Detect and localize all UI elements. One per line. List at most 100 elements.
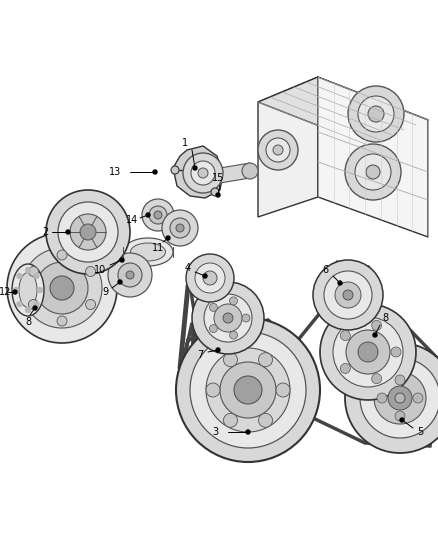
Ellipse shape [12, 264, 44, 316]
Circle shape [34, 273, 39, 278]
Text: 11: 11 [152, 243, 164, 253]
Circle shape [70, 214, 106, 250]
Circle shape [395, 375, 405, 385]
Ellipse shape [123, 238, 173, 266]
Circle shape [22, 248, 102, 328]
Circle shape [7, 233, 117, 343]
Circle shape [120, 258, 124, 262]
Circle shape [374, 372, 426, 424]
Circle shape [50, 276, 74, 300]
Circle shape [146, 213, 150, 217]
Circle shape [211, 188, 219, 196]
Circle shape [25, 268, 31, 272]
Circle shape [66, 230, 70, 234]
Circle shape [368, 106, 384, 122]
Circle shape [154, 211, 162, 219]
Circle shape [193, 166, 197, 170]
Circle shape [108, 253, 152, 297]
Circle shape [126, 271, 134, 279]
Circle shape [57, 316, 67, 326]
Circle shape [214, 304, 242, 332]
Circle shape [118, 280, 122, 284]
Circle shape [242, 163, 258, 179]
Circle shape [246, 430, 250, 434]
Circle shape [395, 393, 405, 403]
Circle shape [216, 348, 220, 352]
Circle shape [333, 317, 403, 387]
Circle shape [258, 353, 272, 367]
Circle shape [223, 413, 237, 427]
Circle shape [25, 308, 31, 312]
Ellipse shape [19, 272, 37, 308]
Circle shape [206, 348, 290, 432]
Text: 15: 15 [212, 173, 224, 183]
Circle shape [340, 364, 350, 374]
Text: 4: 4 [185, 263, 191, 273]
Circle shape [388, 386, 412, 410]
Circle shape [395, 411, 405, 421]
Circle shape [366, 165, 380, 179]
Circle shape [17, 302, 22, 306]
Circle shape [28, 300, 39, 310]
Circle shape [230, 331, 237, 339]
Circle shape [391, 347, 401, 357]
Circle shape [142, 199, 174, 231]
Circle shape [80, 224, 96, 240]
Circle shape [348, 86, 404, 142]
Circle shape [46, 190, 130, 274]
Circle shape [85, 300, 95, 310]
Text: 6: 6 [322, 265, 328, 275]
Circle shape [183, 153, 223, 193]
Circle shape [209, 325, 217, 333]
Polygon shape [258, 77, 428, 145]
Circle shape [176, 318, 320, 462]
Circle shape [36, 262, 88, 314]
Circle shape [223, 353, 237, 367]
Circle shape [372, 320, 381, 330]
Text: 12: 12 [0, 287, 11, 297]
Circle shape [204, 294, 252, 342]
Circle shape [230, 297, 237, 305]
Circle shape [358, 342, 378, 362]
Circle shape [14, 287, 18, 293]
Circle shape [276, 383, 290, 397]
Circle shape [345, 343, 438, 453]
Text: 2: 2 [42, 227, 48, 237]
Circle shape [358, 96, 394, 132]
Circle shape [266, 138, 290, 162]
Circle shape [57, 250, 67, 260]
Circle shape [191, 161, 215, 185]
Circle shape [320, 304, 416, 400]
Circle shape [360, 358, 438, 438]
Circle shape [355, 154, 391, 190]
Circle shape [216, 193, 220, 197]
Polygon shape [220, 163, 250, 183]
Circle shape [335, 282, 361, 308]
Text: 8: 8 [382, 313, 388, 323]
Text: 9: 9 [102, 287, 108, 297]
Circle shape [192, 282, 264, 354]
Text: 13: 13 [109, 167, 121, 177]
Circle shape [166, 236, 170, 240]
Circle shape [28, 266, 39, 277]
Circle shape [13, 290, 17, 294]
Circle shape [324, 271, 372, 319]
Circle shape [400, 418, 404, 422]
Circle shape [203, 271, 217, 285]
Circle shape [220, 362, 276, 418]
Circle shape [373, 333, 377, 337]
Text: 5: 5 [417, 427, 423, 437]
Circle shape [85, 266, 95, 277]
Text: 1: 1 [182, 138, 188, 148]
Circle shape [34, 302, 39, 306]
Text: 14: 14 [126, 215, 138, 225]
Circle shape [38, 287, 42, 293]
Circle shape [190, 332, 306, 448]
Circle shape [345, 144, 401, 200]
Circle shape [234, 376, 262, 404]
Circle shape [17, 273, 22, 278]
Circle shape [258, 130, 298, 170]
Circle shape [186, 254, 234, 302]
Text: 10: 10 [94, 265, 106, 275]
Polygon shape [173, 146, 223, 198]
